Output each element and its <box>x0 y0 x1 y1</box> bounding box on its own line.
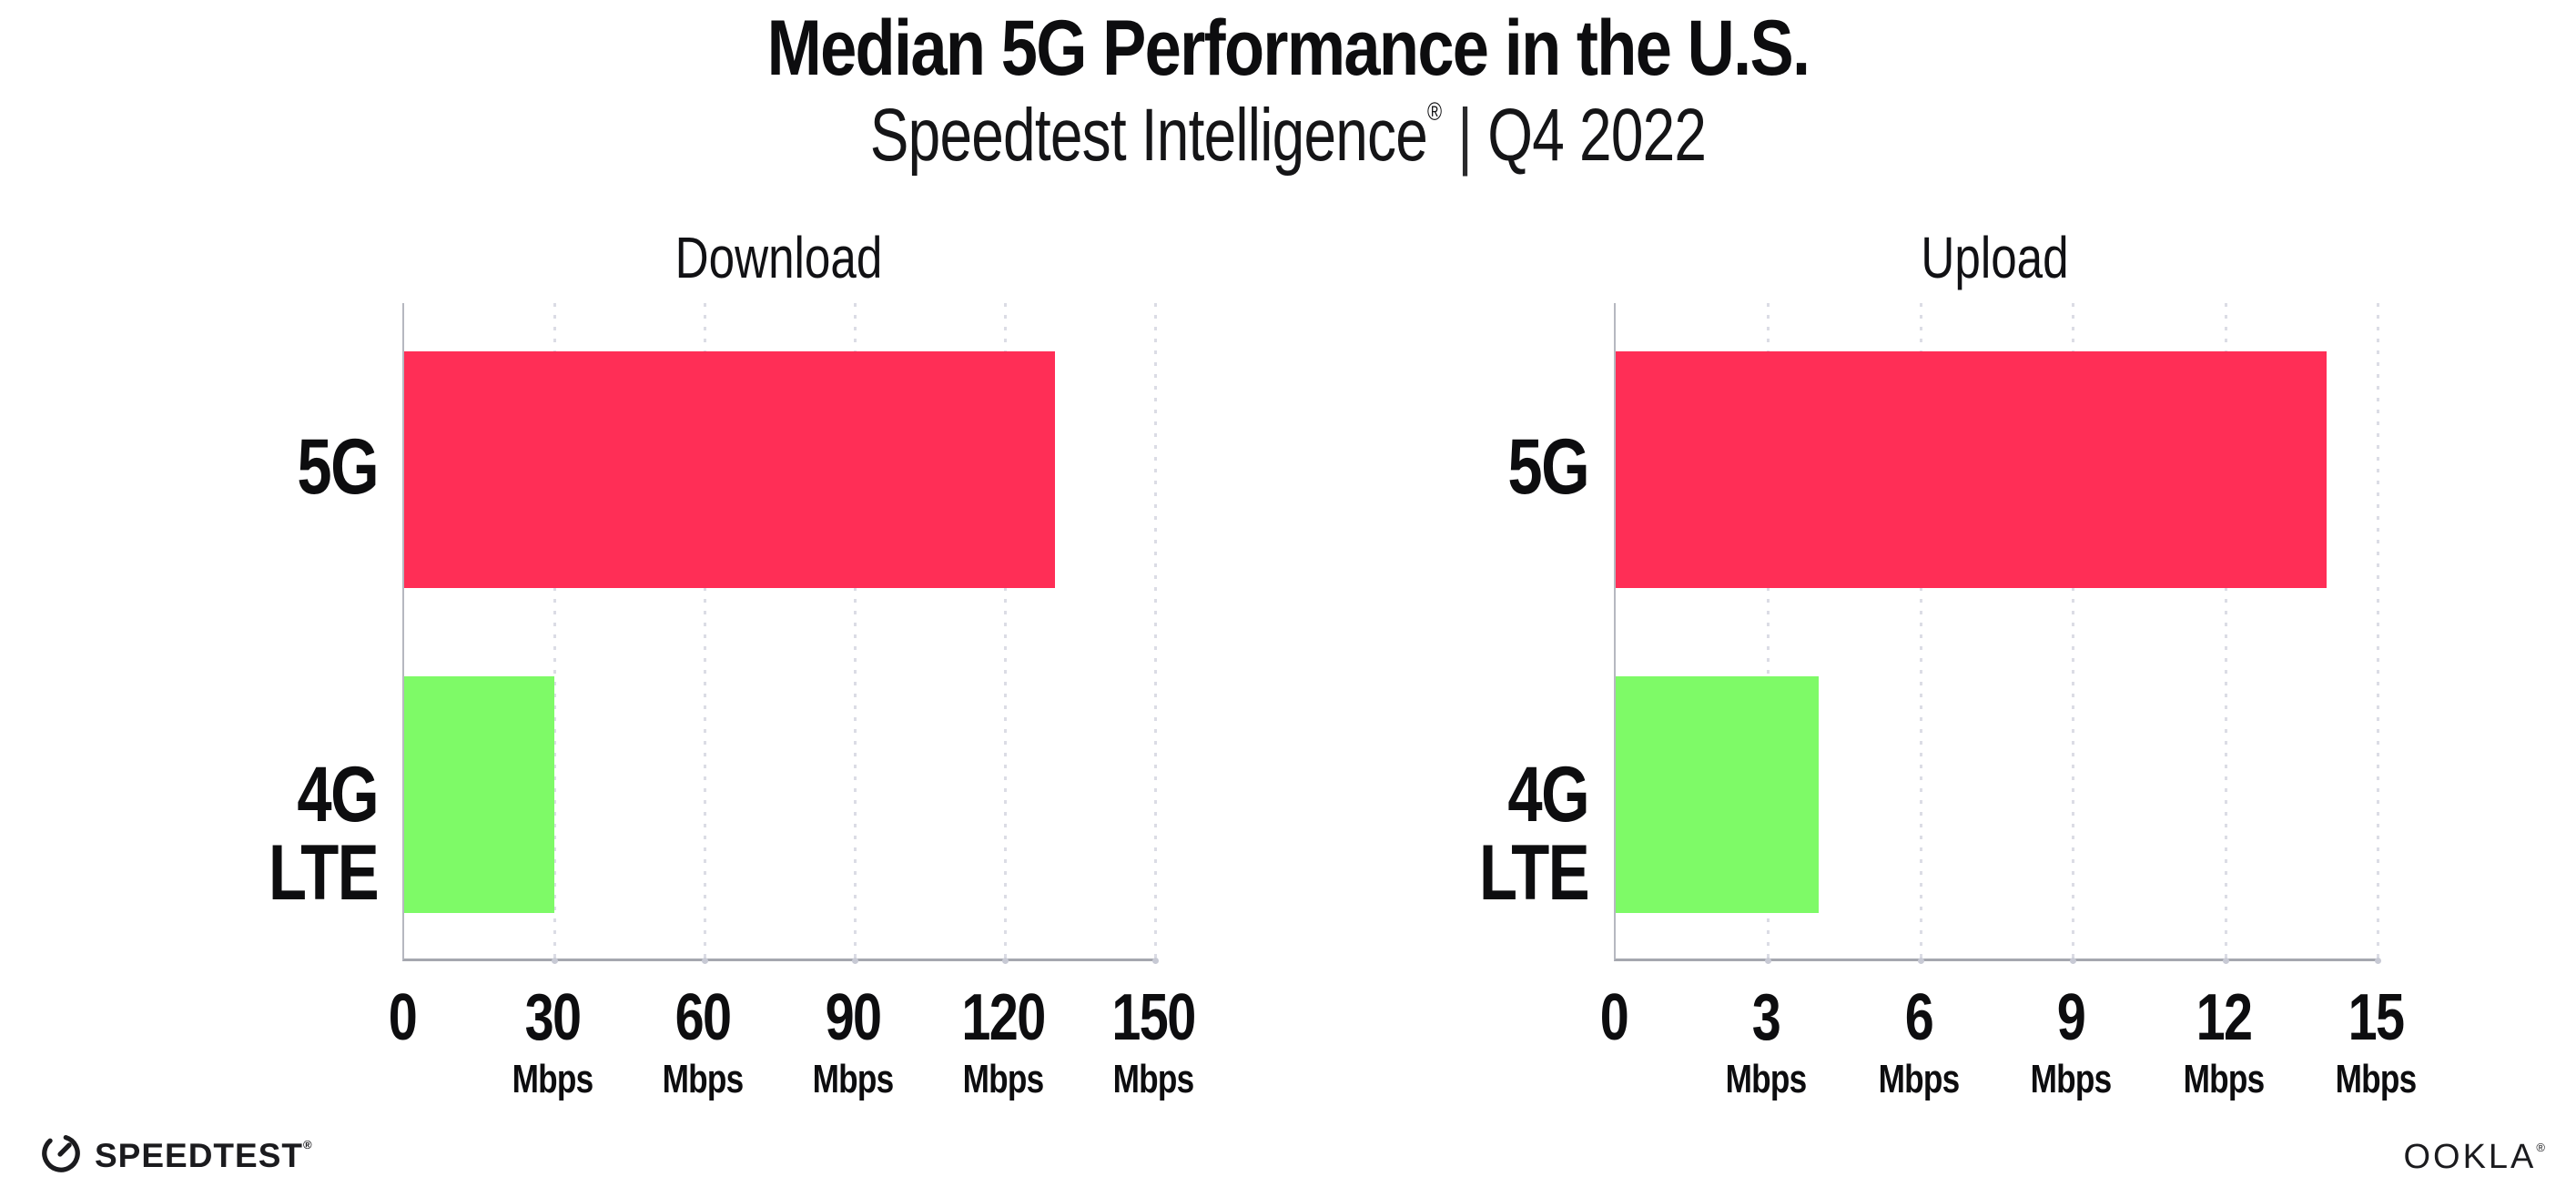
subtitle-period: Q4 2022 <box>1487 94 1707 177</box>
x-tick-60: 60 Mbps <box>603 985 803 1100</box>
bar-5g-download <box>404 351 1056 588</box>
subtitle-brand: Speedtest Intelligence <box>869 94 1428 177</box>
x-tick-150: 150 Mbps <box>1053 985 1253 1100</box>
tick-number: 15 <box>2348 981 2405 1054</box>
tick-number: 60 <box>674 981 732 1054</box>
gridline-3 <box>1765 303 1772 964</box>
subtitle-separator: | <box>1457 94 1473 177</box>
tick-number: 30 <box>524 981 582 1054</box>
ookla-logo: OOKLA® <box>2403 1138 2545 1177</box>
x-tick-0: 0 <box>302 985 502 1100</box>
tick-unit: Mbps <box>512 1057 594 1101</box>
tick-number: 90 <box>825 981 882 1054</box>
tick-unit: Mbps <box>1725 1057 1808 1101</box>
x-tick-6: 6 Mbps <box>1819 985 2019 1100</box>
category-label-5g: 5G <box>1507 423 1589 511</box>
x-tick-120: 120 Mbps <box>903 985 1103 1100</box>
x-tick-12: 12 Mbps <box>2124 985 2324 1100</box>
gridline-90 <box>852 303 858 964</box>
x-tick-0: 0 <box>1514 985 1714 1100</box>
tick-number: 150 <box>1111 981 1196 1054</box>
upload-chart-title: Upload <box>1921 225 2069 290</box>
gridline-12 <box>2222 303 2229 964</box>
gridline-150 <box>1152 303 1159 964</box>
ookla-wordmark: OOKLA® <box>2403 1138 2545 1176</box>
gridline-120 <box>1002 303 1009 964</box>
tick-number: 0 <box>1599 981 1629 1054</box>
tick-number: 0 <box>388 981 418 1054</box>
gridline-15 <box>2375 303 2381 964</box>
x-tick-90: 90 Mbps <box>753 985 953 1100</box>
page-title: Median 5G Performance in the U.S. <box>766 5 1811 92</box>
x-tick-30: 30 Mbps <box>452 985 653 1100</box>
speedtest-wordmark: SPEEDTEST® <box>95 1136 312 1174</box>
tick-number: 120 <box>961 981 1046 1054</box>
download-plot-area <box>402 303 1159 964</box>
registered-mark: ® <box>2536 1141 2545 1154</box>
upload-plot-area <box>1614 303 2381 964</box>
tick-number: 3 <box>1751 981 1781 1054</box>
tick-unit: Mbps <box>662 1057 745 1101</box>
speedtest-logo: SPEEDTEST® <box>40 1132 312 1179</box>
tick-unit: Mbps <box>2030 1057 2113 1101</box>
registered-mark: ® <box>303 1137 312 1151</box>
tick-unit: Mbps <box>2183 1057 2266 1101</box>
gridline-60 <box>702 303 708 964</box>
download-chart-title: Download <box>674 225 883 290</box>
category-label-5g: 5G <box>297 423 379 511</box>
registered-mark: ® <box>1427 97 1443 126</box>
tick-unit: Mbps <box>812 1057 895 1101</box>
tick-number: 12 <box>2196 981 2253 1054</box>
page-subtitle: Speedtest Intelligence® | Q4 2022 <box>283 96 2292 175</box>
tick-number: 6 <box>1904 981 1934 1054</box>
x-tick-15: 15 Mbps <box>2276 985 2476 1100</box>
category-label-4g-lte: 4G LTE <box>1478 751 1590 917</box>
gridline-6 <box>1917 303 1924 964</box>
bar-4g-lte-upload <box>1616 676 1820 913</box>
bar-4g-lte-download <box>404 676 554 913</box>
x-tick-3: 3 Mbps <box>1666 985 1866 1100</box>
tick-unit: Mbps <box>2335 1057 2418 1101</box>
tick-unit: Mbps <box>962 1057 1045 1101</box>
gridline-9 <box>2070 303 2077 964</box>
gridline-30 <box>552 303 558 964</box>
x-tick-9: 9 Mbps <box>1971 985 2171 1100</box>
category-label-4g-lte: 4G LTE <box>268 751 380 917</box>
tick-unit: Mbps <box>1878 1057 1961 1101</box>
tick-number: 9 <box>2056 981 2086 1054</box>
bar-5g-upload <box>1616 351 2328 588</box>
tick-unit: Mbps <box>1112 1057 1195 1101</box>
speedtest-gauge-icon <box>40 1132 82 1179</box>
